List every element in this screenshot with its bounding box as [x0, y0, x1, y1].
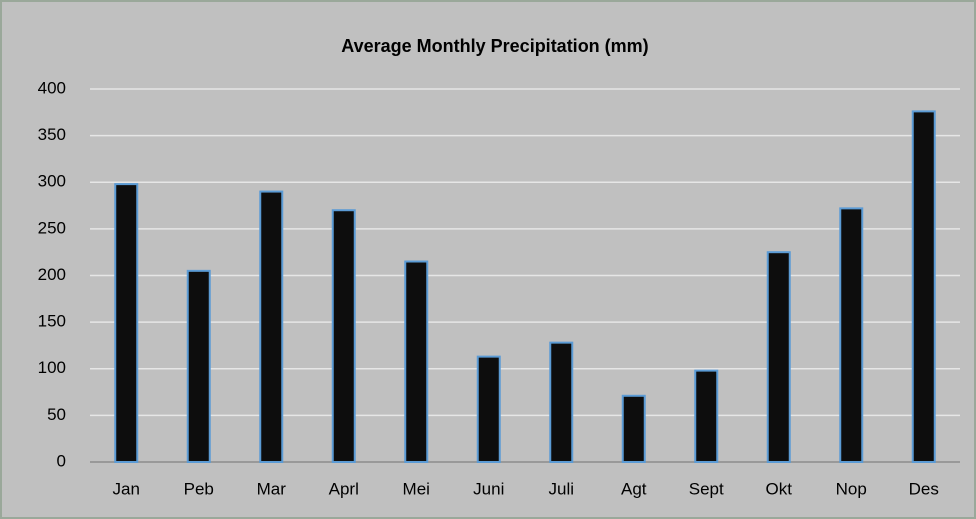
bar: [621, 394, 646, 464]
y-tick-label: 400: [38, 78, 66, 97]
x-tick-label: Agt: [621, 479, 647, 498]
y-tick-label: 0: [57, 451, 66, 470]
y-tick-label: 250: [38, 218, 66, 237]
x-tick-label: Juni: [473, 479, 504, 498]
y-tick-label: 300: [38, 172, 66, 191]
x-tick-label: Aprl: [329, 479, 359, 498]
x-tick-label: Okt: [766, 479, 793, 498]
x-tick-label: Jan: [113, 479, 140, 498]
x-tick-label: Sept: [689, 479, 724, 498]
y-tick-label: 350: [38, 125, 66, 144]
x-tick-label: Mei: [403, 479, 430, 498]
x-tick-label: Nop: [836, 479, 867, 498]
bar: [404, 260, 429, 464]
x-tick-label: Peb: [184, 479, 214, 498]
bar: [549, 341, 574, 464]
bar: [766, 251, 791, 463]
x-tick-label: Juli: [548, 479, 574, 498]
x-tick-label: Des: [909, 479, 939, 498]
bar: [476, 355, 501, 463]
bar: [839, 207, 864, 463]
bar: [186, 269, 211, 463]
bar: [694, 369, 719, 463]
bar: [911, 110, 936, 463]
x-tick-label: Mar: [257, 479, 287, 498]
chart-title: Average Monthly Precipitation (mm): [341, 36, 648, 56]
bar: [259, 190, 284, 463]
y-tick-label: 150: [38, 312, 66, 331]
bar: [114, 183, 139, 464]
y-tick-label: 50: [47, 405, 66, 424]
y-tick-label: 200: [38, 265, 66, 284]
bar: [331, 209, 356, 463]
y-tick-label: 100: [38, 358, 66, 377]
